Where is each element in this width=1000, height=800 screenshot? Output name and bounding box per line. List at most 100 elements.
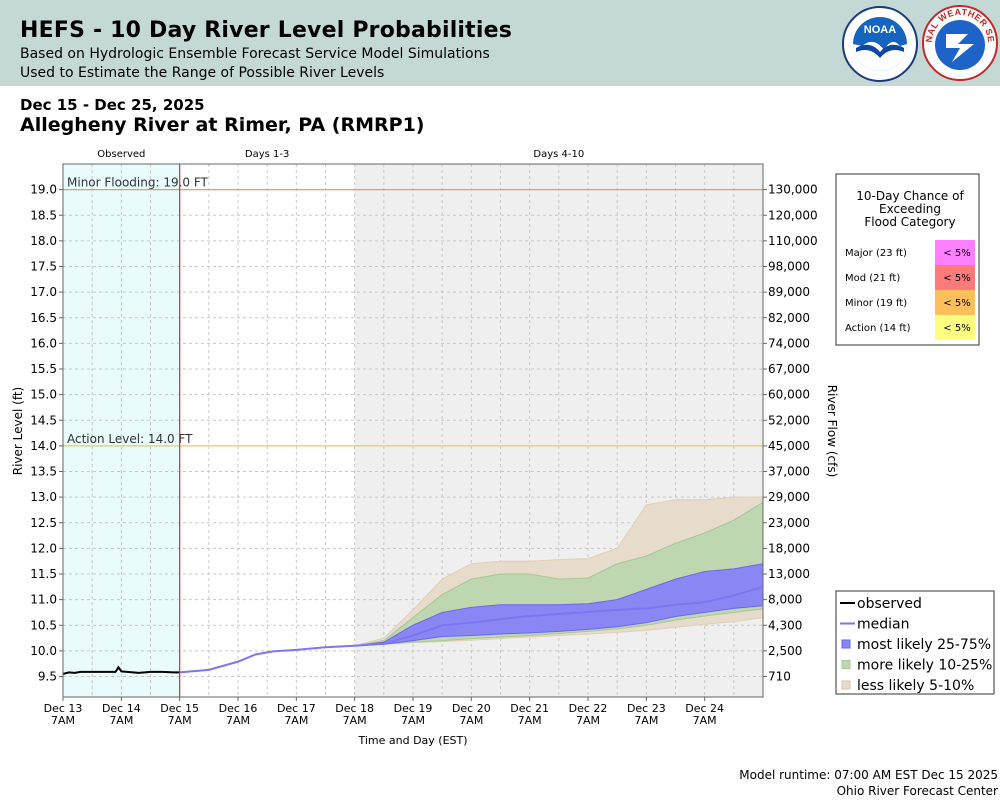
observed-line bbox=[62, 665, 180, 675]
legend-5-10-label: less likely 5-10% bbox=[857, 678, 974, 694]
x-tick-label-time: 7AM bbox=[693, 714, 717, 727]
minor-flood-line-label: Minor Flooding: 19.0 FT bbox=[67, 176, 209, 190]
y2-tick-label: 45,000 bbox=[768, 439, 810, 453]
y-axis-title: River Level (ft) bbox=[11, 387, 25, 475]
x-tick-label-day: Dec 21 bbox=[510, 702, 549, 715]
y-tick-label: 15.5 bbox=[30, 362, 57, 376]
x-tick-label-day: Dec 24 bbox=[685, 702, 724, 715]
flood-category-value: < 5% bbox=[943, 273, 970, 284]
y-tick-label: 17.0 bbox=[30, 285, 57, 299]
x-tick-label-time: 7AM bbox=[284, 714, 308, 727]
y2-tick-label: 13,000 bbox=[768, 567, 810, 581]
flood-table-title: Exceeding bbox=[879, 202, 941, 216]
y-tick-label: 11.0 bbox=[30, 593, 57, 607]
x-tick-label-day: Dec 14 bbox=[102, 702, 141, 715]
x-tick-label-time: 7AM bbox=[168, 714, 192, 727]
header-subtitle-2: Used to Estimate the Range of Possible R… bbox=[20, 65, 385, 81]
legend-25-75-marker bbox=[841, 639, 851, 649]
x-tick-label-time: 7AM bbox=[459, 714, 483, 727]
header-subtitle-1: Based on Hydrologic Ensemble Forecast Se… bbox=[20, 46, 490, 62]
legend-median-label: median bbox=[857, 617, 909, 633]
band-25-75 bbox=[179, 563, 763, 673]
x-tick-label-day: Dec 13 bbox=[44, 702, 83, 715]
region-label: Days 1-3 bbox=[245, 149, 289, 160]
legend-25-75-label: most likely 25-75% bbox=[857, 637, 991, 653]
x-tick-label-day: Dec 17 bbox=[277, 702, 316, 715]
x-tick-label-time: 7AM bbox=[634, 714, 658, 727]
station-title: Allegheny River at Rimer, PA (RMRP1) bbox=[20, 114, 425, 136]
nws-logo: NATIONAL WEATHER SERVICE bbox=[922, 4, 998, 81]
page-title: HEFS - 10 Day River Level Probabilities bbox=[20, 18, 513, 43]
y2-tick-label: 18,000 bbox=[768, 541, 810, 555]
forecast-center: Ohio River Forecast Center bbox=[836, 784, 998, 798]
x-tick-label-day: Dec 19 bbox=[394, 702, 433, 715]
flood-category-swatch bbox=[935, 290, 975, 315]
median-line bbox=[179, 585, 764, 674]
x-tick-label-time: 7AM bbox=[343, 714, 367, 727]
flood-table-title: Flood Category bbox=[864, 215, 955, 229]
y2-tick-label: 67,000 bbox=[768, 362, 810, 376]
y2-tick-label: 82,000 bbox=[768, 311, 810, 325]
y2-tick-label: 89,000 bbox=[768, 285, 810, 299]
flood-category-swatch bbox=[935, 315, 975, 340]
y2-tick-label: 37,000 bbox=[768, 465, 810, 479]
y2-tick-label: 60,000 bbox=[768, 388, 810, 402]
legend-10-25-marker bbox=[841, 660, 851, 669]
y-tick-label: 13.0 bbox=[30, 490, 57, 504]
y-tick-label: 10.5 bbox=[30, 618, 57, 632]
flood-category-swatch bbox=[935, 265, 975, 290]
x-tick-label-day: Dec 23 bbox=[627, 702, 666, 715]
y2-tick-label: 130,000 bbox=[768, 183, 818, 197]
y-tick-label: 16.5 bbox=[30, 311, 57, 325]
flood-category-label: Mod (21 ft) bbox=[845, 273, 900, 284]
flood-category-value: < 5% bbox=[943, 323, 970, 334]
y2-tick-label: 23,000 bbox=[768, 516, 810, 530]
noaa-logo: NOAA bbox=[842, 6, 918, 82]
y-tick-label: 10.0 bbox=[30, 644, 57, 658]
y2-tick-label: 52,000 bbox=[768, 413, 810, 427]
region-label: Observed bbox=[97, 149, 145, 160]
y-tick-label: 18.5 bbox=[30, 208, 57, 222]
header-banner: HEFS - 10 Day River Level Probabilities … bbox=[0, 0, 1000, 86]
x-tick-label-time: 7AM bbox=[226, 714, 250, 727]
x-tick-label-time: 7AM bbox=[576, 714, 600, 727]
x-tick-label-time: 7AM bbox=[518, 714, 542, 727]
y-tick-label: 14.0 bbox=[30, 439, 57, 453]
x-tick-label-time: 7AM bbox=[51, 714, 75, 727]
x-tick-label-time: 7AM bbox=[109, 714, 133, 727]
y-tick-label: 19.0 bbox=[30, 183, 57, 197]
y2-tick-label: 710 bbox=[768, 670, 791, 684]
flood-category-label: Major (23 ft) bbox=[845, 248, 907, 259]
y2-tick-label: 4,300 bbox=[768, 618, 802, 632]
x-tick-label-time: 7AM bbox=[401, 714, 425, 727]
y-tick-label: 12.5 bbox=[30, 516, 57, 530]
flood-category-label: Action (14 ft) bbox=[845, 323, 911, 334]
flood-category-swatch bbox=[935, 240, 975, 265]
y-tick-label: 16.0 bbox=[30, 336, 57, 350]
x-tick-label-day: Dec 15 bbox=[160, 702, 199, 715]
y2-tick-label: 74,000 bbox=[768, 336, 810, 350]
flood-category-label: Minor (19 ft) bbox=[845, 298, 907, 309]
legend-observed-label: observed bbox=[857, 596, 922, 612]
flood-category-value: < 5% bbox=[943, 248, 970, 259]
region-label: Days 4-10 bbox=[533, 149, 584, 160]
x-axis-title: Time and Day (EST) bbox=[357, 734, 467, 747]
y2-tick-label: 98,000 bbox=[768, 260, 810, 274]
y-tick-label: 12.0 bbox=[30, 541, 57, 555]
band-10-90 bbox=[179, 502, 763, 673]
date-range: Dec 15 - Dec 25, 2025 bbox=[20, 96, 205, 114]
x-tick-label-day: Dec 16 bbox=[219, 702, 258, 715]
legend-5-10-marker bbox=[841, 680, 851, 690]
y-tick-label: 17.5 bbox=[30, 260, 57, 274]
x-tick-label-day: Dec 22 bbox=[569, 702, 608, 715]
y-tick-label: 9.5 bbox=[38, 670, 57, 684]
flood-category-value: < 5% bbox=[943, 298, 970, 309]
y-tick-label: 14.5 bbox=[30, 413, 57, 427]
flood-table-title: 10-Day Chance of bbox=[856, 189, 964, 203]
y2-tick-label: 120,000 bbox=[768, 208, 818, 222]
y-tick-label: 13.5 bbox=[30, 465, 57, 479]
y-tick-label: 11.5 bbox=[30, 567, 57, 581]
x-tick-label-day: Dec 20 bbox=[452, 702, 491, 715]
y2-tick-label: 2,500 bbox=[768, 644, 802, 658]
y-tick-label: 18.0 bbox=[30, 234, 57, 248]
